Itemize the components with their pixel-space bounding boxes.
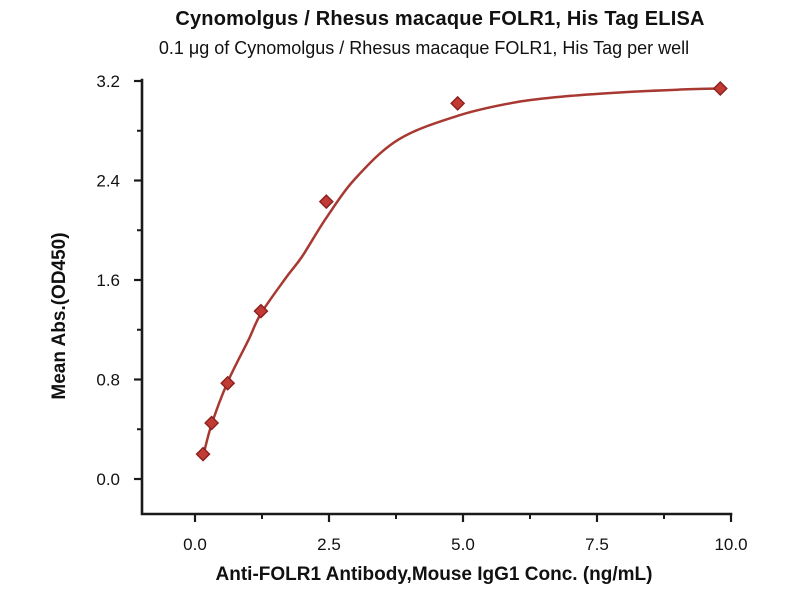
y-tick-label: 0.8	[96, 370, 120, 389]
data-point-diamond	[204, 415, 220, 431]
data-point-diamond	[712, 80, 728, 96]
chart-subtitle: 0.1 μg of Cynomolgus / Rhesus macaque FO…	[158, 38, 690, 58]
y-tick-label: 2.4	[96, 171, 120, 190]
chart-title: Cynomolgus / Rhesus macaque FOLR1, His T…	[175, 8, 705, 30]
x-tick-label: 5.0	[451, 535, 475, 554]
y-tick-label: 3.2	[96, 72, 120, 91]
data-point-diamond	[253, 303, 269, 319]
data-point-diamond	[318, 194, 334, 210]
y-tick-label: 1.6	[96, 271, 120, 290]
data-point-diamond	[450, 95, 466, 111]
data-point-diamond	[195, 446, 211, 462]
x-tick-label: 10.0	[714, 535, 747, 554]
x-tick-label: 0.0	[183, 535, 207, 554]
fit-curve	[201, 87, 722, 458]
x-axis-label: Anti-FOLR1 Antibody,Mouse IgG1 Conc. (ng…	[215, 564, 653, 585]
data-point-diamond	[220, 375, 236, 391]
y-tick-label: 0.0	[96, 470, 120, 489]
x-tick-label: 7.5	[585, 535, 609, 554]
axis-lines	[140, 78, 733, 516]
x-tick-label: 2.5	[317, 535, 341, 554]
